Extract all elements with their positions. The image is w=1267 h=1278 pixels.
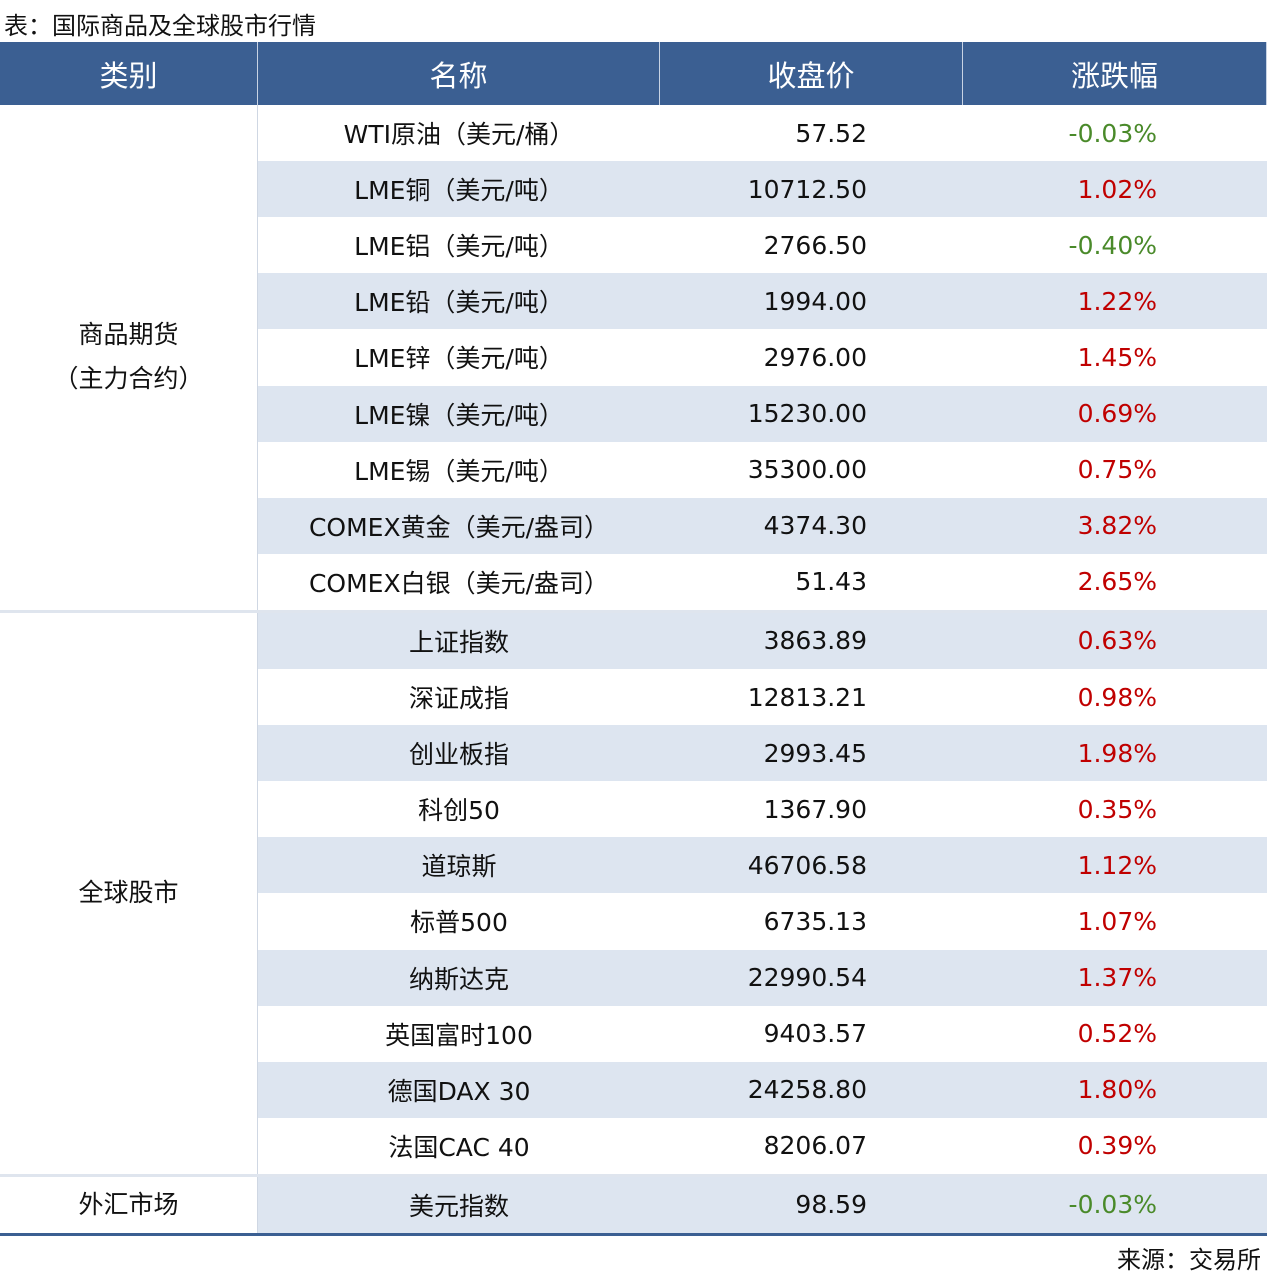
change-cell: -0.03% [1068,118,1157,148]
name-cell: 美元指数 [258,1176,660,1233]
title: 表：国际商品及全球股市行情 [4,12,316,40]
category-line: 全球股市 [78,878,179,908]
name-cell: 道琼斯 [258,837,660,894]
category-line: （主力合约） [53,364,204,394]
change-cell: 0.75% [1077,455,1157,485]
name-cell: LME镍（美元/吨） [258,385,660,442]
close-cell: 1367.90 [763,794,867,824]
name-cell: 英国富时100 [385,1020,533,1050]
category-cell: 外汇市场 [0,1176,258,1233]
change-cell: -0.40% [1068,230,1157,260]
name-cell: LME铜（美元/吨） [258,161,660,218]
close-cell: 9403.57 [763,1019,867,1049]
name-cell: 纳斯达克 [258,949,660,1006]
change-cell: 0.63% [963,612,1267,669]
change-cell: 2.65% [1077,567,1157,597]
name-cell: 法国CAC 40 [388,1132,530,1162]
close-cell: 4374.30 [660,497,963,554]
close-cell: 15230.00 [660,385,963,442]
group-divider [0,1173,1267,1177]
close-cell: 3863.89 [660,612,963,669]
change-cell: 3.82% [963,497,1267,554]
close-cell: 35300.00 [747,455,867,485]
change-cell: 1.37% [963,949,1267,1006]
category-line: 外汇市场 [78,1189,179,1219]
close-cell: 46706.58 [660,837,963,894]
close-cell: 12813.21 [747,682,867,712]
close-cell: 2976.00 [763,342,867,372]
category-cell: 全球股市 [0,612,258,1174]
header-cell: 收盘价 [660,42,963,105]
change-cell: 1.98% [963,725,1267,782]
name-cell: 德国DAX 30 [258,1061,660,1118]
change-cell: 1.12% [963,837,1267,894]
change-cell: 1.22% [963,273,1267,330]
name-cell: 深证成指 [408,684,509,714]
bottom-rule [0,1233,1267,1236]
name-cell: LME铅（美元/吨） [258,273,660,330]
close-cell: 51.43 [795,567,867,597]
change-cell: 0.52% [1077,1019,1157,1049]
change-cell: 0.98% [1077,682,1157,712]
header-cell: 涨跌幅 [963,42,1267,105]
change-cell: 1.45% [1077,342,1157,372]
close-cell: 24258.80 [660,1061,963,1118]
header-cell: 名称 [258,42,660,105]
name-cell: LME锡（美元/吨） [354,456,564,486]
name-cell: COMEX黄金（美元/盎司） [258,497,660,554]
name-cell: 标普500 [410,908,508,938]
header-cell: 类别 [0,42,258,105]
source: 来源：交易所 [1117,1246,1261,1274]
name-cell: WTI原油（美元/桶） [343,120,575,150]
close-cell: 98.59 [660,1176,963,1233]
close-cell: 8206.07 [763,1131,867,1161]
name-cell: LME铝（美元/吨） [354,232,564,262]
close-cell: 2766.50 [763,230,867,260]
close-cell: 57.52 [795,118,867,148]
category-cell: 商品期货 （主力合约） [0,105,258,610]
change-cell: 0.39% [1077,1131,1157,1161]
name-cell: COMEX白银（美元/盎司） [308,568,610,598]
change-cell: 1.02% [963,161,1267,218]
category-line: 商品期货 [78,320,179,350]
close-cell: 1994.00 [660,273,963,330]
name-cell: 上证指数 [258,612,660,669]
name-cell: 科创50 [418,796,500,826]
group-divider [0,609,1267,613]
name-cell: 创业板指 [258,725,660,782]
name-cell: LME锌（美元/吨） [354,344,564,374]
close-cell: 6735.13 [763,906,867,936]
change-cell: 1.07% [1077,906,1157,936]
close-cell: 2993.45 [660,725,963,782]
change-cell: 1.80% [963,1061,1267,1118]
close-cell: 10712.50 [660,161,963,218]
change-cell: -0.03% [963,1176,1267,1233]
change-cell: 0.69% [963,385,1267,442]
change-cell: 0.35% [1077,794,1157,824]
close-cell: 22990.54 [660,949,963,1006]
